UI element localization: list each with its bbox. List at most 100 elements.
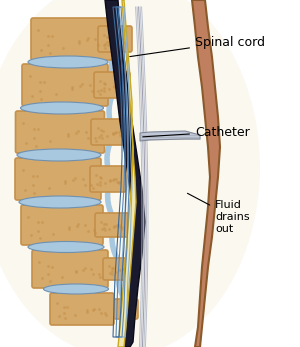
- FancyBboxPatch shape: [31, 18, 113, 60]
- Point: [47, 278, 52, 283]
- Point: [120, 36, 125, 42]
- Point: [37, 259, 42, 264]
- Point: [96, 134, 101, 140]
- Point: [74, 130, 78, 136]
- Point: [126, 306, 131, 312]
- Point: [30, 183, 35, 188]
- Point: [41, 79, 46, 85]
- Point: [33, 143, 38, 149]
- Point: [96, 88, 101, 94]
- Point: [31, 126, 36, 132]
- Point: [103, 181, 107, 186]
- Point: [115, 83, 119, 88]
- Point: [128, 308, 133, 313]
- Point: [107, 263, 112, 269]
- Point: [119, 132, 124, 137]
- Point: [108, 270, 112, 276]
- Ellipse shape: [20, 102, 104, 114]
- Point: [113, 269, 118, 275]
- Point: [73, 176, 78, 181]
- Point: [111, 177, 116, 183]
- FancyArrowPatch shape: [118, 281, 124, 299]
- Point: [103, 45, 107, 51]
- Point: [122, 39, 127, 44]
- Point: [40, 220, 44, 225]
- Point: [21, 121, 26, 126]
- Point: [83, 222, 88, 227]
- Point: [100, 227, 105, 232]
- Point: [71, 178, 76, 183]
- Point: [57, 313, 62, 319]
- Point: [47, 50, 52, 56]
- Point: [101, 81, 106, 86]
- Point: [117, 132, 122, 138]
- FancyArrowPatch shape: [111, 53, 114, 71]
- Point: [104, 134, 109, 139]
- FancyArrowPatch shape: [112, 238, 117, 257]
- Point: [123, 41, 128, 46]
- Point: [110, 41, 115, 46]
- Point: [29, 232, 34, 238]
- FancyBboxPatch shape: [21, 205, 103, 245]
- Point: [46, 33, 50, 39]
- Point: [46, 263, 50, 269]
- FancyBboxPatch shape: [50, 293, 114, 325]
- Polygon shape: [118, 0, 136, 347]
- Point: [120, 85, 125, 91]
- Point: [103, 41, 108, 47]
- Point: [110, 271, 115, 276]
- Point: [87, 82, 92, 87]
- Point: [129, 308, 134, 313]
- Point: [117, 37, 122, 42]
- Point: [121, 86, 126, 92]
- Point: [99, 128, 103, 133]
- Polygon shape: [105, 0, 145, 347]
- Point: [106, 87, 111, 92]
- Point: [122, 266, 126, 272]
- Point: [92, 231, 97, 236]
- FancyBboxPatch shape: [32, 250, 108, 288]
- Point: [101, 42, 106, 48]
- Point: [110, 265, 114, 271]
- Point: [31, 135, 36, 141]
- Point: [76, 38, 81, 44]
- Point: [65, 133, 70, 139]
- Point: [114, 179, 119, 185]
- Point: [99, 175, 103, 180]
- Point: [124, 268, 128, 274]
- Point: [117, 267, 122, 272]
- Point: [46, 272, 50, 277]
- Point: [118, 36, 122, 41]
- Point: [85, 307, 89, 313]
- Point: [77, 40, 82, 46]
- FancyBboxPatch shape: [16, 111, 104, 153]
- Point: [81, 268, 86, 273]
- Point: [120, 266, 124, 272]
- Point: [116, 129, 121, 135]
- Point: [65, 131, 70, 137]
- Point: [85, 228, 90, 234]
- Point: [120, 134, 124, 139]
- Point: [80, 176, 85, 181]
- Point: [118, 304, 123, 310]
- Point: [102, 32, 107, 38]
- FancyArrowPatch shape: [109, 99, 111, 118]
- Point: [67, 224, 71, 230]
- Point: [112, 224, 117, 229]
- Point: [84, 37, 89, 43]
- Point: [20, 168, 25, 173]
- Point: [102, 221, 107, 227]
- Point: [48, 139, 53, 144]
- Point: [67, 226, 71, 231]
- Point: [122, 268, 127, 274]
- Point: [86, 135, 91, 141]
- Point: [115, 37, 120, 43]
- Point: [82, 265, 87, 271]
- Point: [105, 35, 110, 40]
- FancyBboxPatch shape: [98, 26, 132, 52]
- Point: [89, 182, 94, 188]
- Point: [78, 84, 83, 89]
- Point: [124, 269, 129, 275]
- Point: [97, 306, 102, 312]
- Point: [70, 86, 75, 92]
